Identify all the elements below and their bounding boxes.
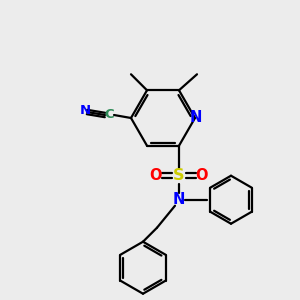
Text: N: N bbox=[80, 103, 91, 116]
Text: N: N bbox=[173, 192, 185, 207]
Text: C: C bbox=[104, 107, 114, 121]
Text: O: O bbox=[150, 168, 162, 183]
Text: O: O bbox=[196, 168, 208, 183]
Text: S: S bbox=[173, 168, 185, 183]
Text: N: N bbox=[190, 110, 202, 125]
